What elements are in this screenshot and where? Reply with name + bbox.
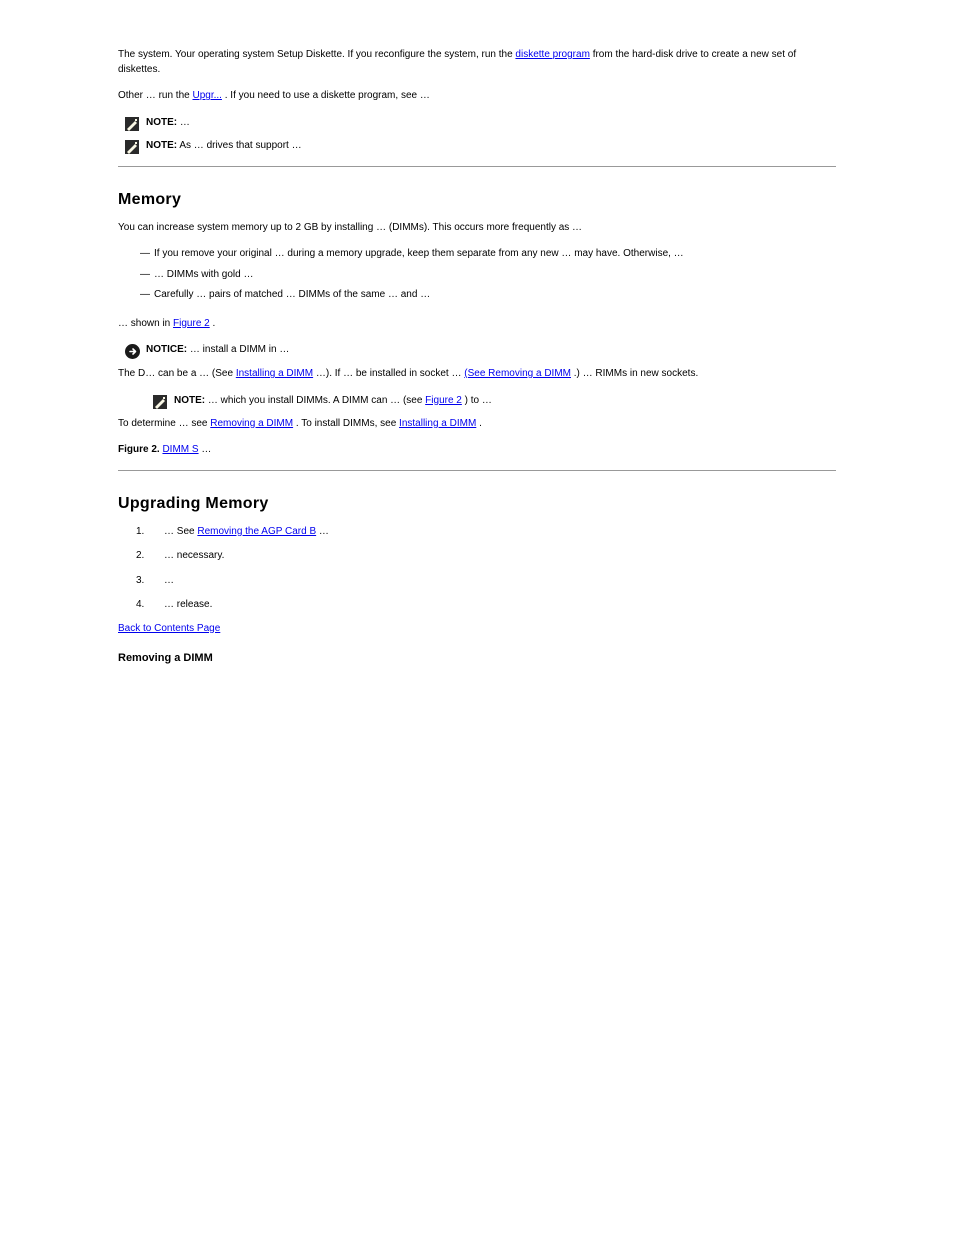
text: …). If … be installed in socket … bbox=[316, 368, 462, 379]
text: Carefully … pairs of matched … DIMMs of … bbox=[154, 288, 430, 303]
text: The system. Your operating system Setup … bbox=[118, 49, 515, 60]
nested-note: NOTE: … which you install DIMMs. A DIMM … bbox=[146, 394, 836, 409]
text: .) … RIMMs in new sockets. bbox=[574, 368, 698, 379]
note-label: NOTE: bbox=[146, 140, 177, 151]
caution-item: —… DIMMs with gold … bbox=[140, 268, 836, 283]
text: . To install DIMMs, see bbox=[296, 418, 399, 429]
step-2: 2. … necessary. bbox=[136, 549, 836, 564]
installing-dimm-link[interactable]: Installing a DIMM bbox=[236, 368, 313, 379]
step-1: 1. … See Removing the AGP Card B … bbox=[136, 525, 836, 540]
divider bbox=[118, 166, 836, 167]
figure-2-caption: Figure 2. DIMM S … bbox=[118, 443, 836, 458]
note-text: NOTE: … which you install DIMMs. A DIMM … bbox=[174, 394, 492, 409]
text: … bbox=[319, 526, 329, 537]
text: … install a DIMM in … bbox=[190, 344, 289, 355]
text: ) to … bbox=[465, 395, 492, 406]
text: If you remove your original … during a m… bbox=[154, 247, 684, 262]
note-icon bbox=[118, 116, 146, 131]
memory-heading: Memory bbox=[118, 191, 836, 209]
note-2: NOTE: As … drives that support … bbox=[118, 139, 836, 154]
intro-paragraph-1: The system. Your operating system Setup … bbox=[118, 48, 836, 77]
installing-dimm-link[interactable]: Installing a DIMM bbox=[399, 418, 476, 429]
back-to-contents-link[interactable]: Back to Contents Page bbox=[118, 623, 836, 634]
step-number: 1. bbox=[136, 525, 164, 540]
text: … shown in bbox=[118, 318, 173, 329]
dash: — bbox=[140, 247, 154, 262]
removing-dimm-link[interactable]: Removing a DIMM bbox=[210, 418, 293, 429]
notice: NOTICE: … install a DIMM in … bbox=[118, 343, 836, 359]
text: The D… can be a … (See bbox=[118, 368, 236, 379]
figure-label: Figure 2. bbox=[118, 444, 162, 455]
text: … bbox=[180, 117, 190, 128]
upgrade-steps: 1. … See Removing the AGP Card B … 2. … … bbox=[136, 525, 836, 613]
step-text: … release. bbox=[164, 598, 212, 613]
text: … See bbox=[164, 526, 197, 537]
step-4: 4. … release. bbox=[136, 598, 836, 613]
removing-dimm-link[interactable]: (See Removing a DIMM bbox=[464, 368, 571, 379]
notice-label: NOTICE: bbox=[146, 344, 187, 355]
caution-item: —Carefully … pairs of matched … DIMMs of… bbox=[140, 288, 836, 303]
divider bbox=[118, 470, 836, 471]
note-label: NOTE: bbox=[174, 395, 205, 406]
text: Other … run the bbox=[118, 90, 192, 101]
note-1: NOTE: … bbox=[118, 116, 836, 131]
note-icon bbox=[118, 139, 146, 154]
step-text: … See Removing the AGP Card B … bbox=[164, 525, 329, 540]
note-label: NOTE: bbox=[146, 117, 177, 128]
determine-para: To determine … see Removing a DIMM . To … bbox=[118, 417, 836, 432]
step-number: 4. bbox=[136, 598, 164, 613]
figure-2-link[interactable]: Figure 2 bbox=[173, 318, 210, 329]
dash: — bbox=[140, 288, 154, 303]
text: . bbox=[479, 418, 482, 429]
upgrade-link[interactable]: Upgr... bbox=[192, 90, 221, 101]
memory-para-2: … shown in Figure 2 . bbox=[118, 317, 836, 332]
text: . If you need to use a diskette program,… bbox=[225, 90, 430, 101]
notice-text: NOTICE: … install a DIMM in … bbox=[146, 343, 289, 358]
text: … which you install DIMMs. A DIMM can … … bbox=[208, 395, 425, 406]
step-text: … necessary. bbox=[164, 549, 224, 564]
notice-icon bbox=[118, 343, 146, 359]
removing-dimm-heading: Removing a DIMM bbox=[118, 652, 836, 664]
caution-item: —If you remove your original … during a … bbox=[140, 247, 836, 262]
note-text: NOTE: As … drives that support … bbox=[146, 139, 302, 154]
step-text: … bbox=[164, 574, 174, 589]
text: As … drives that support … bbox=[179, 140, 301, 151]
removing-agp-card-link[interactable]: Removing the AGP Card B bbox=[197, 526, 316, 537]
memory-intro: You can increase system memory up to 2 G… bbox=[118, 221, 836, 236]
note-text: NOTE: … bbox=[146, 116, 190, 131]
diskette-program-link[interactable]: diskette program bbox=[515, 49, 589, 60]
cautions-list: —If you remove your original … during a … bbox=[140, 247, 836, 303]
note-icon bbox=[146, 394, 174, 409]
figure-2-link[interactable]: Figure 2 bbox=[425, 395, 462, 406]
figure-2-title-link[interactable]: DIMM S bbox=[162, 444, 198, 455]
text: . bbox=[213, 318, 216, 329]
upgrading-memory-heading: Upgrading Memory bbox=[118, 495, 836, 513]
step-number: 2. bbox=[136, 549, 164, 564]
step-number: 3. bbox=[136, 574, 164, 589]
rules-para: The D… can be a … (See Installing a DIMM… bbox=[118, 367, 836, 382]
dash: — bbox=[140, 268, 154, 283]
step-3: 3. … bbox=[136, 574, 836, 589]
intro-paragraph-2: Other … run the Upgr... . If you need to… bbox=[118, 89, 836, 104]
text: … bbox=[201, 444, 211, 455]
text: To determine … see bbox=[118, 418, 210, 429]
text: … DIMMs with gold … bbox=[154, 268, 253, 283]
